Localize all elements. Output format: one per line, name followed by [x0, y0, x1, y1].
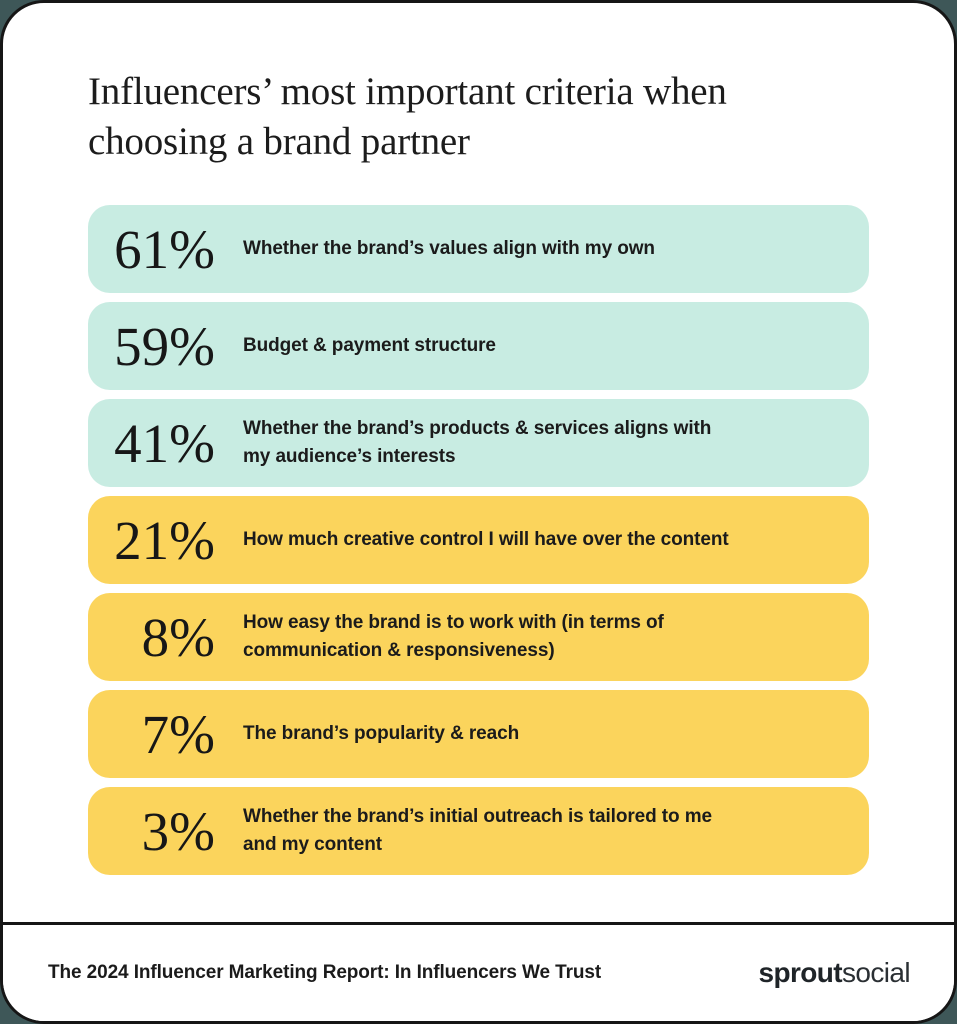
criteria-percent: 21%	[114, 509, 215, 571]
criteria-percent: 3%	[141, 800, 215, 862]
criteria-row: 61% Whether the brand’s values align wit…	[88, 205, 869, 293]
criteria-label: The brand’s popularity & reach	[243, 723, 520, 744]
criteria-list: 61% Whether the brand’s values align wit…	[88, 205, 869, 875]
report-source: The 2024 Influencer Marketing Report: In…	[48, 962, 602, 983]
criteria-label: How much creative control I will have ov…	[243, 529, 729, 550]
criteria-row: 3% Whether the brand’s initial outreach …	[88, 787, 869, 875]
sprout-social-logo: sproutsocial	[758, 957, 910, 989]
criteria-percent: 8%	[141, 606, 215, 668]
criteria-row: 21% How much creative control I will hav…	[88, 496, 869, 584]
footer: The 2024 Influencer Marketing Report: In…	[3, 922, 954, 1021]
criteria-row: 8% How easy the brand is to work with (i…	[88, 593, 869, 681]
logo-social: social	[842, 957, 911, 988]
criteria-percent: 61%	[114, 218, 215, 280]
chart-title: Influencers’ most important criteria whe…	[88, 70, 727, 163]
criteria-row: 41% Whether the brand’s products & servi…	[88, 399, 869, 487]
criteria-label: How easy the brand is to work with (in t…	[243, 612, 664, 661]
criteria-percent: 7%	[141, 703, 215, 765]
criteria-row: 7% The brand’s popularity & reach	[88, 690, 869, 778]
criteria-percent: 59%	[114, 315, 215, 377]
criteria-label: Budget & payment structure	[243, 335, 496, 356]
criteria-percent: 41%	[114, 412, 215, 474]
criteria-label: Whether the brand’s products & services …	[243, 418, 712, 467]
logo-sprout: sprout	[758, 957, 842, 988]
chart-content: Influencers’ most important criteria whe…	[3, 67, 954, 875]
criteria-label: Whether the brand’s values align with my…	[243, 238, 655, 259]
criteria-row: 59% Budget & payment structure	[88, 302, 869, 390]
criteria-label: Whether the brand’s initial outreach is …	[243, 806, 712, 855]
